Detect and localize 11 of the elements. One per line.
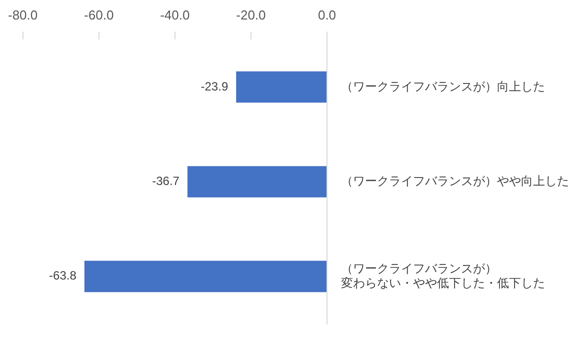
- data-label: -36.7: [152, 174, 180, 188]
- data-label: -23.9: [200, 79, 228, 94]
- y-tick-label: （ワークライフバランスが）向上した: [341, 79, 545, 94]
- x-tick-label: -20.0: [236, 7, 266, 22]
- x-tick-label: -80.0: [8, 7, 38, 22]
- y-tick-label: （ワークライフバランスが）やや向上した: [341, 174, 569, 188]
- data-label: -63.8: [49, 268, 77, 283]
- x-tick-label: -40.0: [160, 7, 190, 22]
- y-tick-label: （ワークライフバランスが）変わらない・やや低下した・低下した: [341, 262, 545, 290]
- x-tick-label: 0.0: [318, 7, 336, 22]
- x-tick-label: -60.0: [84, 7, 114, 22]
